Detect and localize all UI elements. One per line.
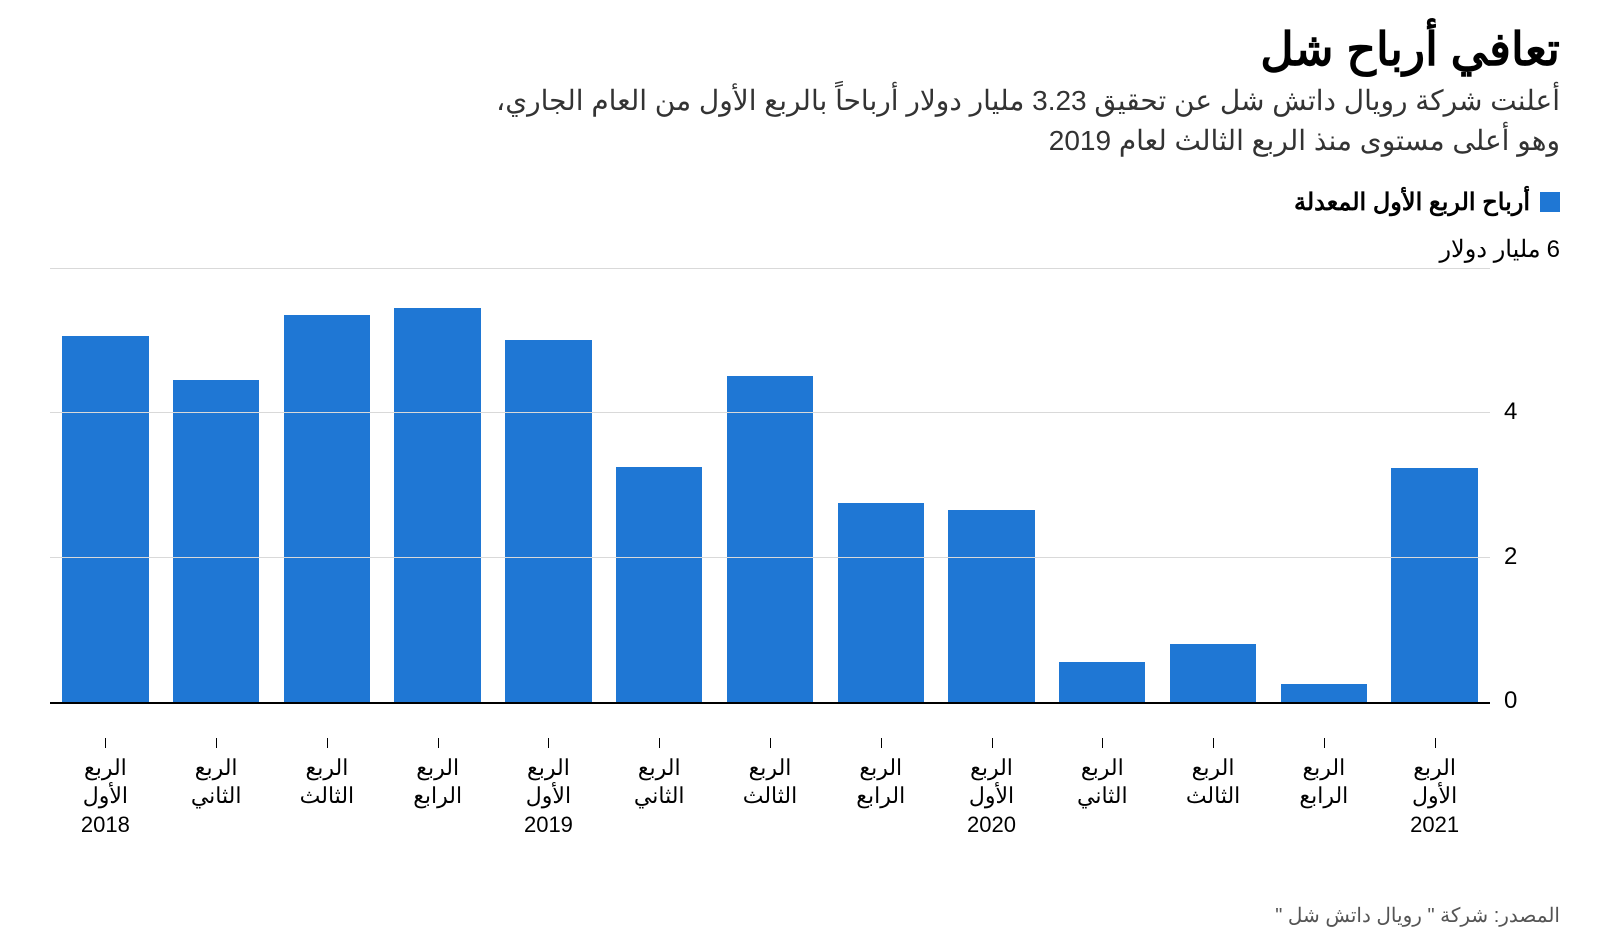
plot-area [50, 268, 1490, 738]
bars-layer [50, 268, 1490, 738]
legend-label: أرباح الربع الأول المعدلة [1294, 188, 1530, 217]
x-tick [548, 738, 549, 748]
gridline [50, 557, 1490, 558]
bar-chart: 024الربع الأول 2018الربع الثانيالربع الث… [50, 268, 1560, 858]
bar [1170, 644, 1256, 702]
x-label: الربع الأول 2020 [936, 754, 1047, 840]
y-axis-unit: مليار دولار [1439, 235, 1540, 264]
x-tick [105, 738, 106, 748]
chart-subtitle: أعلنت شركة رويال داتش شل عن تحقيق 3.23 م… [40, 81, 1560, 162]
x-tick [438, 738, 439, 748]
gridline [50, 412, 1490, 413]
x-tick [1435, 738, 1436, 748]
x-tick [327, 738, 328, 748]
bar [173, 380, 259, 702]
y-max-tick: 6 [1547, 236, 1560, 264]
bar [62, 336, 148, 701]
y-tick-label: 0 [1504, 687, 1517, 715]
bar [616, 467, 702, 702]
chart-title: تعافي أرباح شل [40, 24, 1560, 75]
bar [838, 503, 924, 702]
x-label: الربع الأول 2018 [50, 754, 161, 840]
bar [727, 376, 813, 701]
x-tick [1213, 738, 1214, 748]
x-tick [1324, 738, 1325, 748]
legend: أرباح الربع الأول المعدلة [40, 188, 1560, 217]
bar [505, 340, 591, 702]
gridline [50, 268, 1490, 269]
source-text: المصدر: شركة " رويال داتش شل " [1275, 903, 1560, 928]
bar [1059, 662, 1145, 702]
x-tick [992, 738, 993, 748]
legend-swatch [1540, 192, 1560, 212]
y-tick-label: 4 [1504, 398, 1517, 426]
x-label: الربع الثاني [161, 754, 272, 811]
x-tick [770, 738, 771, 748]
x-tick [1102, 738, 1103, 748]
x-label: الربع الثالث [715, 754, 826, 811]
x-label: الربع الرابع [382, 754, 493, 811]
x-tick [659, 738, 660, 748]
bar [1281, 684, 1367, 702]
bar [948, 510, 1034, 702]
x-label: الربع الثالث [1158, 754, 1269, 811]
x-tick [216, 738, 217, 748]
x-label: الربع الثاني [1047, 754, 1158, 811]
bar [1391, 468, 1477, 702]
gridline [50, 702, 1490, 704]
bar [284, 315, 370, 702]
chart-container: تعافي أرباح شل أعلنت شركة رويال داتش شل … [0, 0, 1600, 944]
y-tick-label: 2 [1504, 543, 1517, 571]
x-label: الربع الثاني [604, 754, 715, 811]
x-label: الربع الرابع [1268, 754, 1379, 811]
x-label: الربع الثالث [272, 754, 383, 811]
x-tick [881, 738, 882, 748]
bar [394, 308, 480, 702]
x-label: الربع الرابع [825, 754, 936, 811]
x-label: الربع الأول 2019 [493, 754, 604, 840]
x-label: الربع الأول 2021 [1379, 754, 1490, 840]
